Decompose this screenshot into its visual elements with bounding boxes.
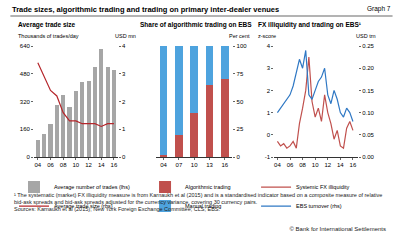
svg-text:USD trn: USD trn [356,33,376,39]
svg-text:Share of algorithmic trading o: Share of algorithmic trading on EBS [140,21,252,29]
svg-text:640: 640 [20,43,31,49]
svg-text:50: 50 [237,99,244,105]
svg-text:10: 10 [191,162,198,168]
svg-text:14: 14 [98,162,105,168]
svg-text:0.00: 0.00 [362,154,374,160]
svg-text:Average trade size: Average trade size [18,21,76,29]
svg-text:10: 10 [312,162,319,168]
svg-text:-1: -1 [265,154,271,160]
svg-text:z-score: z-score [258,33,276,39]
svg-text:1: 1 [122,126,126,132]
svg-text:Per cent: Per cent [229,33,250,39]
svg-text:16: 16 [111,162,118,168]
svg-text:0.05: 0.05 [362,132,374,138]
svg-text:10: 10 [73,162,80,168]
svg-text:06: 06 [287,162,294,168]
svg-text:0: 0 [267,132,271,138]
svg-text:06: 06 [47,162,54,168]
svg-text:1: 1 [267,110,271,116]
svg-text:Average number of trades (lhs): Average number of trades (lhs) [54,184,130,190]
svg-text:480: 480 [20,71,31,77]
svg-text:USD mn: USD mn [115,33,136,39]
svg-text:0.10: 0.10 [362,110,374,116]
svg-text:07: 07 [176,162,183,168]
svg-text:0.15: 0.15 [362,88,374,94]
svg-text:16: 16 [221,162,228,168]
svg-text:3: 3 [122,71,126,77]
svg-text:Thousands of trades/day: Thousands of trades/day [18,33,79,39]
svg-text:160: 160 [20,126,31,132]
svg-text:04: 04 [34,162,41,168]
svg-text:08: 08 [299,162,306,168]
svg-text:04: 04 [160,162,167,168]
svg-text:4: 4 [122,43,126,49]
svg-text:04: 04 [274,162,281,168]
svg-text:0.25: 0.25 [362,43,374,49]
svg-text:Algorithmic trading: Algorithmic trading [185,184,231,190]
svg-text:3: 3 [267,65,271,71]
svg-text:0.20: 0.20 [362,65,374,71]
svg-text:25: 25 [237,126,244,132]
svg-text:75: 75 [237,71,244,77]
svg-text:16: 16 [350,162,357,168]
svg-text:08: 08 [60,162,67,168]
svg-text:2: 2 [267,88,271,94]
svg-text:FX illiquidity and trading on: FX illiquidity and trading on EBS¹ [258,21,361,29]
svg-text:0: 0 [122,154,126,160]
svg-text:100: 100 [237,43,248,49]
svg-text:Graph 7: Graph 7 [367,5,391,13]
svg-text:4: 4 [267,43,271,49]
svg-text:Systemic FX illiquidity: Systemic FX illiquidity [296,184,349,190]
svg-text:Trade sizes, algorithmic tradi: Trade sizes, algorithmic trading and tra… [12,5,279,14]
svg-text:14: 14 [337,162,344,168]
svg-text:320: 320 [20,99,31,105]
svg-text:2: 2 [122,99,126,105]
svg-text:13: 13 [206,162,213,168]
svg-text:0: 0 [237,154,241,160]
svg-text:12: 12 [85,162,92,168]
svg-text:12: 12 [324,162,331,168]
svg-text:0: 0 [26,154,30,160]
svg-text:EBS turnover (rhs): EBS turnover (rhs) [296,203,342,209]
